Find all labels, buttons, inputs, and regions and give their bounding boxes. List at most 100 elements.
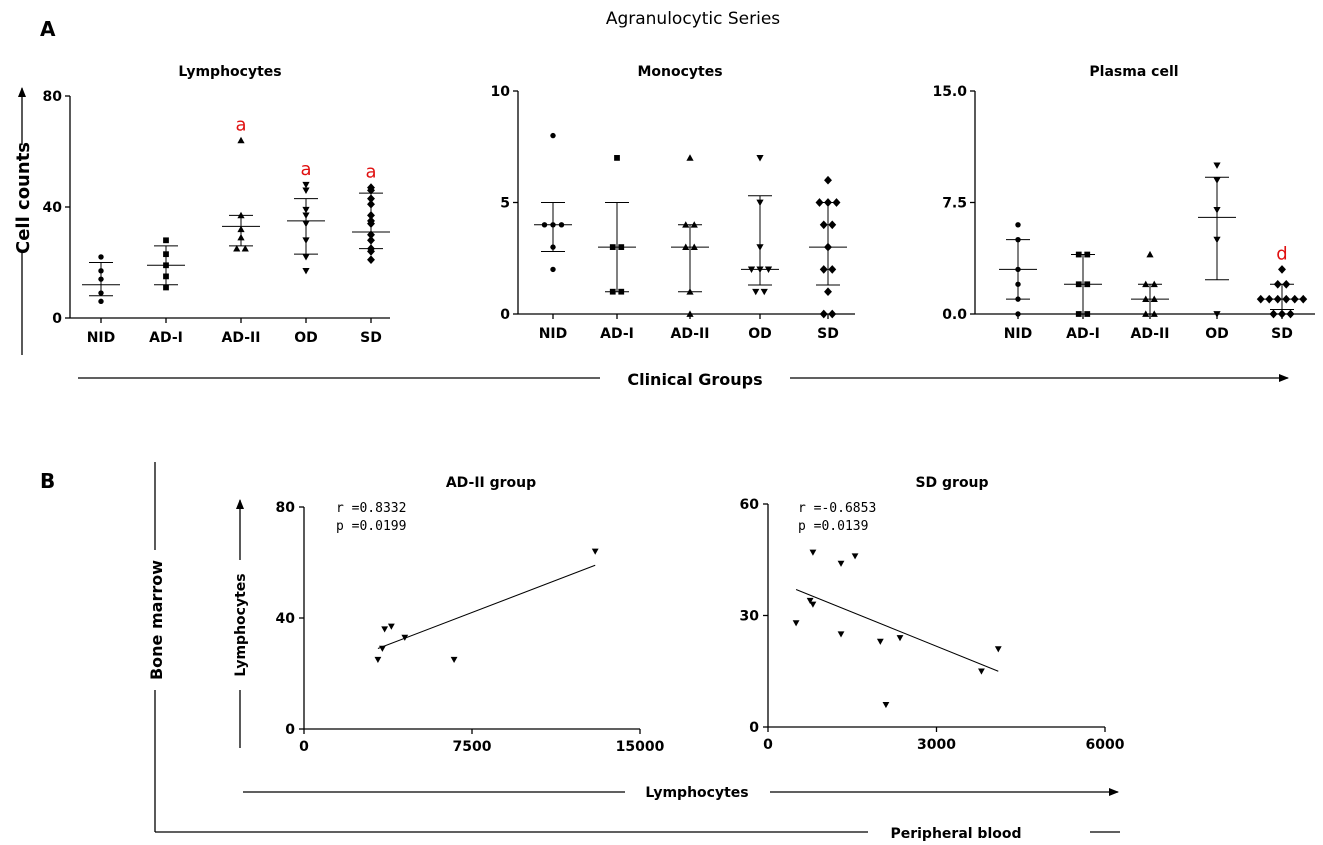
data-point xyxy=(609,244,616,250)
data-point xyxy=(541,222,548,228)
data-point xyxy=(1015,311,1021,317)
data-point xyxy=(819,220,828,230)
data-point xyxy=(1015,236,1021,243)
y-tick-label: 40 xyxy=(276,611,296,627)
data-point xyxy=(824,287,832,297)
data-point xyxy=(896,635,904,642)
x-tick-label: SD xyxy=(360,330,382,346)
data-point xyxy=(302,267,310,275)
data-point xyxy=(163,237,169,244)
data-point xyxy=(1084,311,1091,317)
data-point xyxy=(558,222,565,228)
data-point xyxy=(1075,311,1082,317)
x-tick-label: AD-II xyxy=(671,326,710,342)
data-point xyxy=(1273,279,1282,289)
x-tick-label: 15000 xyxy=(616,739,665,755)
data-point xyxy=(98,290,104,296)
data-point xyxy=(302,254,310,261)
data-point xyxy=(1256,294,1265,304)
data-point xyxy=(1142,310,1150,317)
y-tick-label: 7.5 xyxy=(942,196,967,212)
data-point xyxy=(163,273,169,280)
x-tick-label: AD-I xyxy=(149,330,183,346)
significance-label: a xyxy=(235,114,246,135)
data-point xyxy=(828,220,837,230)
data-point xyxy=(815,198,824,207)
data-point xyxy=(450,656,458,664)
data-point xyxy=(302,212,310,219)
data-point xyxy=(614,155,620,161)
chart-title: Plasma cell xyxy=(1089,64,1178,80)
panel-a-xlabel-bg xyxy=(600,366,790,390)
data-point xyxy=(756,266,764,273)
panel-a-label: A xyxy=(40,17,56,41)
data-point xyxy=(824,175,832,185)
x-tick-label: AD-I xyxy=(1066,326,1100,342)
data-point xyxy=(809,549,817,556)
y-tick-label: 5 xyxy=(500,196,510,212)
data-point xyxy=(401,634,409,641)
data-point xyxy=(302,237,310,244)
data-point xyxy=(367,186,375,195)
panel-b-outer-ylabel-bg xyxy=(142,550,170,690)
x-tick-label: AD-I xyxy=(600,326,634,342)
panel-a-xlabel: Clinical Groups xyxy=(627,370,762,389)
data-point xyxy=(756,244,764,251)
stat-label: p =0.0199 xyxy=(336,519,406,534)
panel-b-outer-xlabel-bg xyxy=(868,822,1090,842)
data-point xyxy=(618,288,625,295)
stat-label: r =-0.6853 xyxy=(798,501,876,516)
data-point xyxy=(682,221,690,228)
data-point xyxy=(1290,294,1299,304)
data-point xyxy=(837,560,845,567)
panel-b-inner-xlabel: Lymphocytes xyxy=(645,785,748,801)
data-point xyxy=(1142,295,1150,303)
data-point xyxy=(163,284,169,291)
data-point xyxy=(367,247,375,256)
data-point xyxy=(1282,279,1291,289)
data-point xyxy=(163,251,169,258)
x-tick-label: AD-II xyxy=(1131,326,1170,342)
x-tick-label: 0 xyxy=(763,737,773,753)
data-point xyxy=(381,626,389,633)
data-point xyxy=(832,198,841,207)
data-point xyxy=(1015,296,1021,302)
data-point xyxy=(824,198,832,207)
data-point xyxy=(374,656,382,664)
y-tick-label: 0.0 xyxy=(942,307,967,323)
data-point xyxy=(241,245,249,252)
data-point xyxy=(98,276,104,282)
chart-title: SD group xyxy=(915,475,988,491)
panel-a-ylabel: Cell counts xyxy=(13,142,34,254)
data-point xyxy=(690,243,698,250)
data-point xyxy=(1084,251,1091,258)
x-tick-label: 6000 xyxy=(1086,737,1125,753)
significance-label: a xyxy=(300,159,311,180)
panel-b-outer-ylabel: Bone marrow xyxy=(147,560,166,680)
data-point xyxy=(1213,207,1221,214)
y-tick-label: 60 xyxy=(740,497,760,513)
data-point xyxy=(1015,222,1021,228)
data-point xyxy=(1213,311,1221,318)
data-point xyxy=(1015,266,1021,273)
data-point xyxy=(367,211,375,220)
data-point xyxy=(302,187,310,194)
data-point xyxy=(819,265,828,274)
x-tick-label: SD xyxy=(1271,326,1293,342)
figure-title: Agranulocytic Series xyxy=(606,9,780,29)
x-tick-label: OD xyxy=(748,326,772,342)
data-point xyxy=(1282,294,1291,304)
data-point xyxy=(237,225,245,233)
data-point xyxy=(1269,309,1278,319)
data-point xyxy=(1084,281,1091,288)
data-point xyxy=(237,136,245,144)
data-point xyxy=(550,132,556,139)
data-point xyxy=(756,199,764,207)
data-point xyxy=(686,288,694,295)
y-tick-label: 15.0 xyxy=(932,84,967,100)
data-point xyxy=(98,268,104,274)
data-point xyxy=(163,262,169,269)
data-point xyxy=(233,245,241,252)
chart-title: Monocytes xyxy=(637,64,722,80)
data-point xyxy=(1015,281,1021,287)
